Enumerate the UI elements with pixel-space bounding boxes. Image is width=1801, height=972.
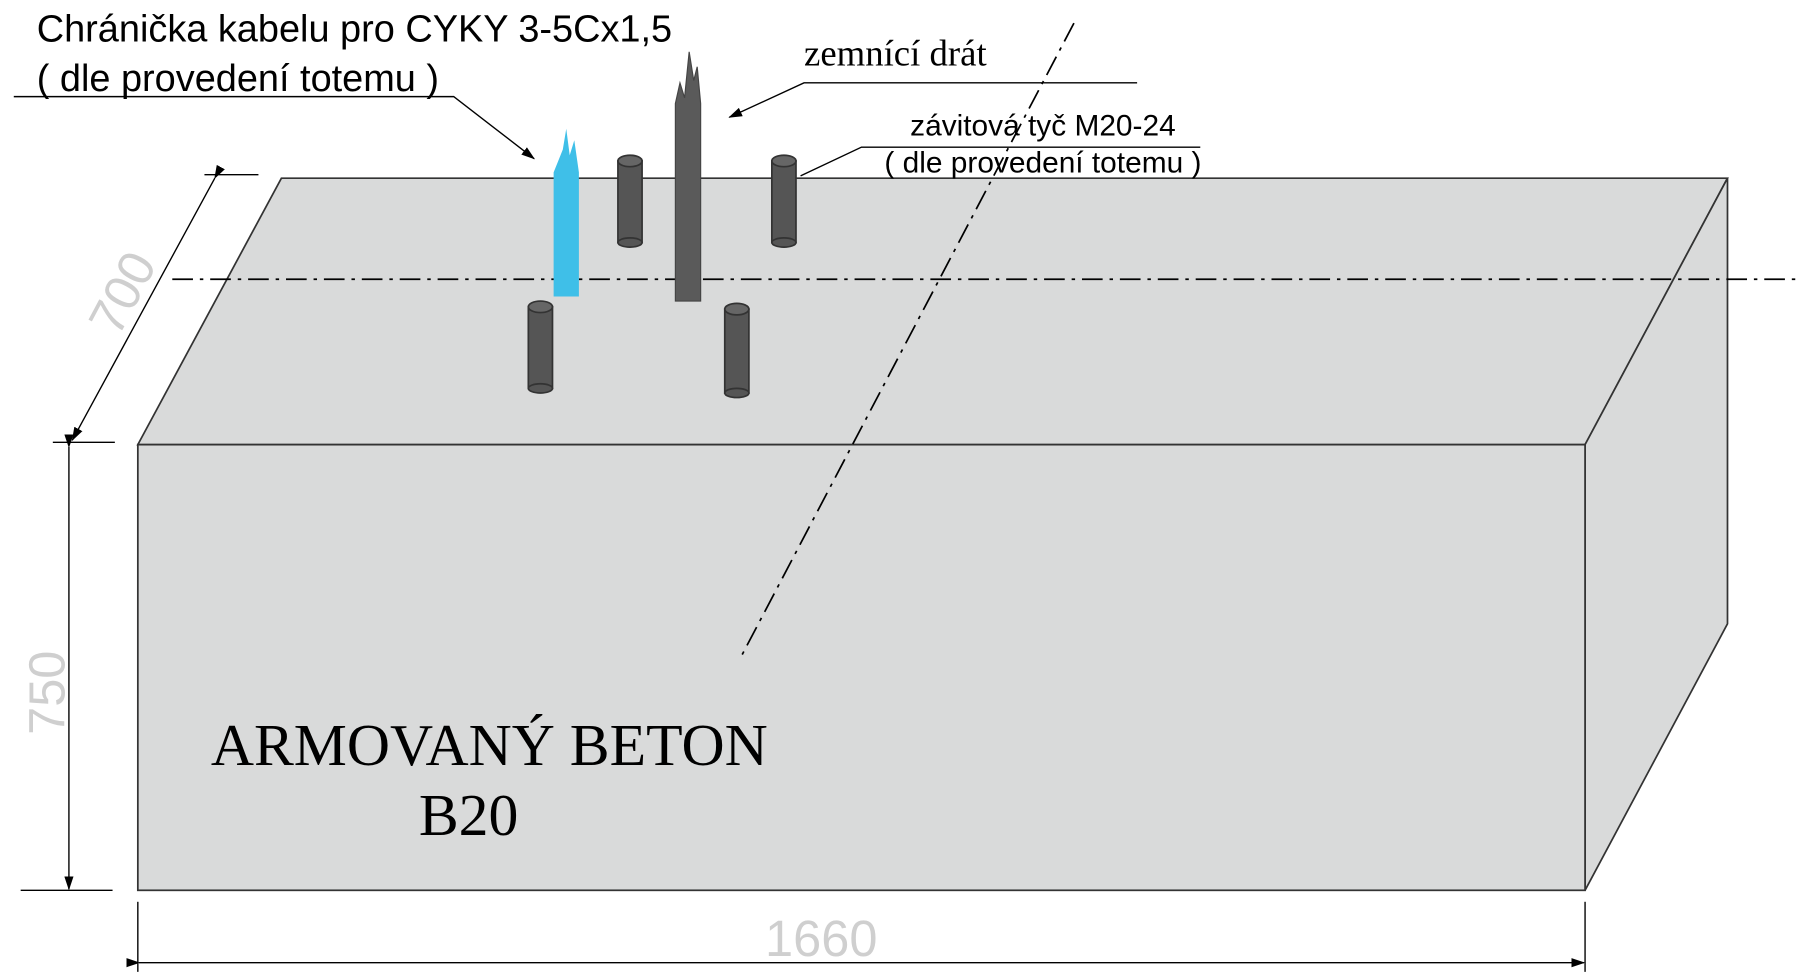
front-face [136,443,1586,892]
material-label: B20 [419,782,519,848]
leaders [13,82,1201,177]
cable-sleeve [553,128,579,297]
centerline [740,22,1075,658]
ground-wire-label: zemnící drát [804,33,987,74]
dimension-lines [20,164,1586,972]
ground-wire [674,51,702,302]
height-dimension: 750 [18,651,75,735]
top-face [136,177,1729,446]
material-label: ARMOVANÝ BETON [211,712,768,778]
threaded-rods [527,154,797,399]
width-dimension: 1660 [765,910,877,967]
rod-label: ( dle provedení totemu ) [884,146,1201,179]
cable-label: ( dle provedení totemu ) [37,58,439,100]
depth-dimension: 700 [77,242,167,343]
cable-label: Chránička kabelu pro CYKY 3-5Cx1,5 [37,8,672,50]
rod-label: závitová tyč M20-24 [910,110,1176,143]
